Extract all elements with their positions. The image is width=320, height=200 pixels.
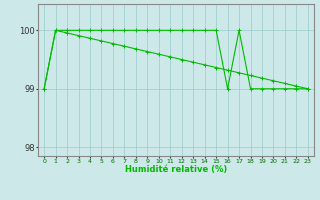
X-axis label: Humidité relative (%): Humidité relative (%)	[125, 165, 227, 174]
